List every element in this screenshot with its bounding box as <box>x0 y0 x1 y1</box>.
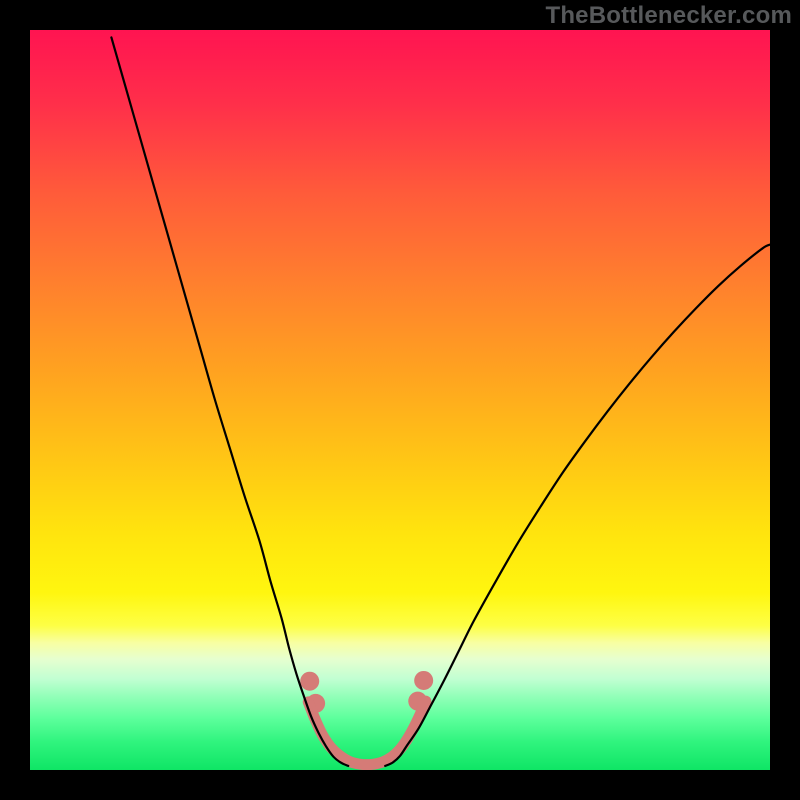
watermark-text: TheBottlenecker.com <box>545 2 792 30</box>
chart-svg <box>0 0 800 800</box>
curve-bottom-dot <box>300 672 319 691</box>
curve-bottom-dot <box>414 671 433 690</box>
chart-stage: TheBottlenecker.com <box>0 0 800 800</box>
